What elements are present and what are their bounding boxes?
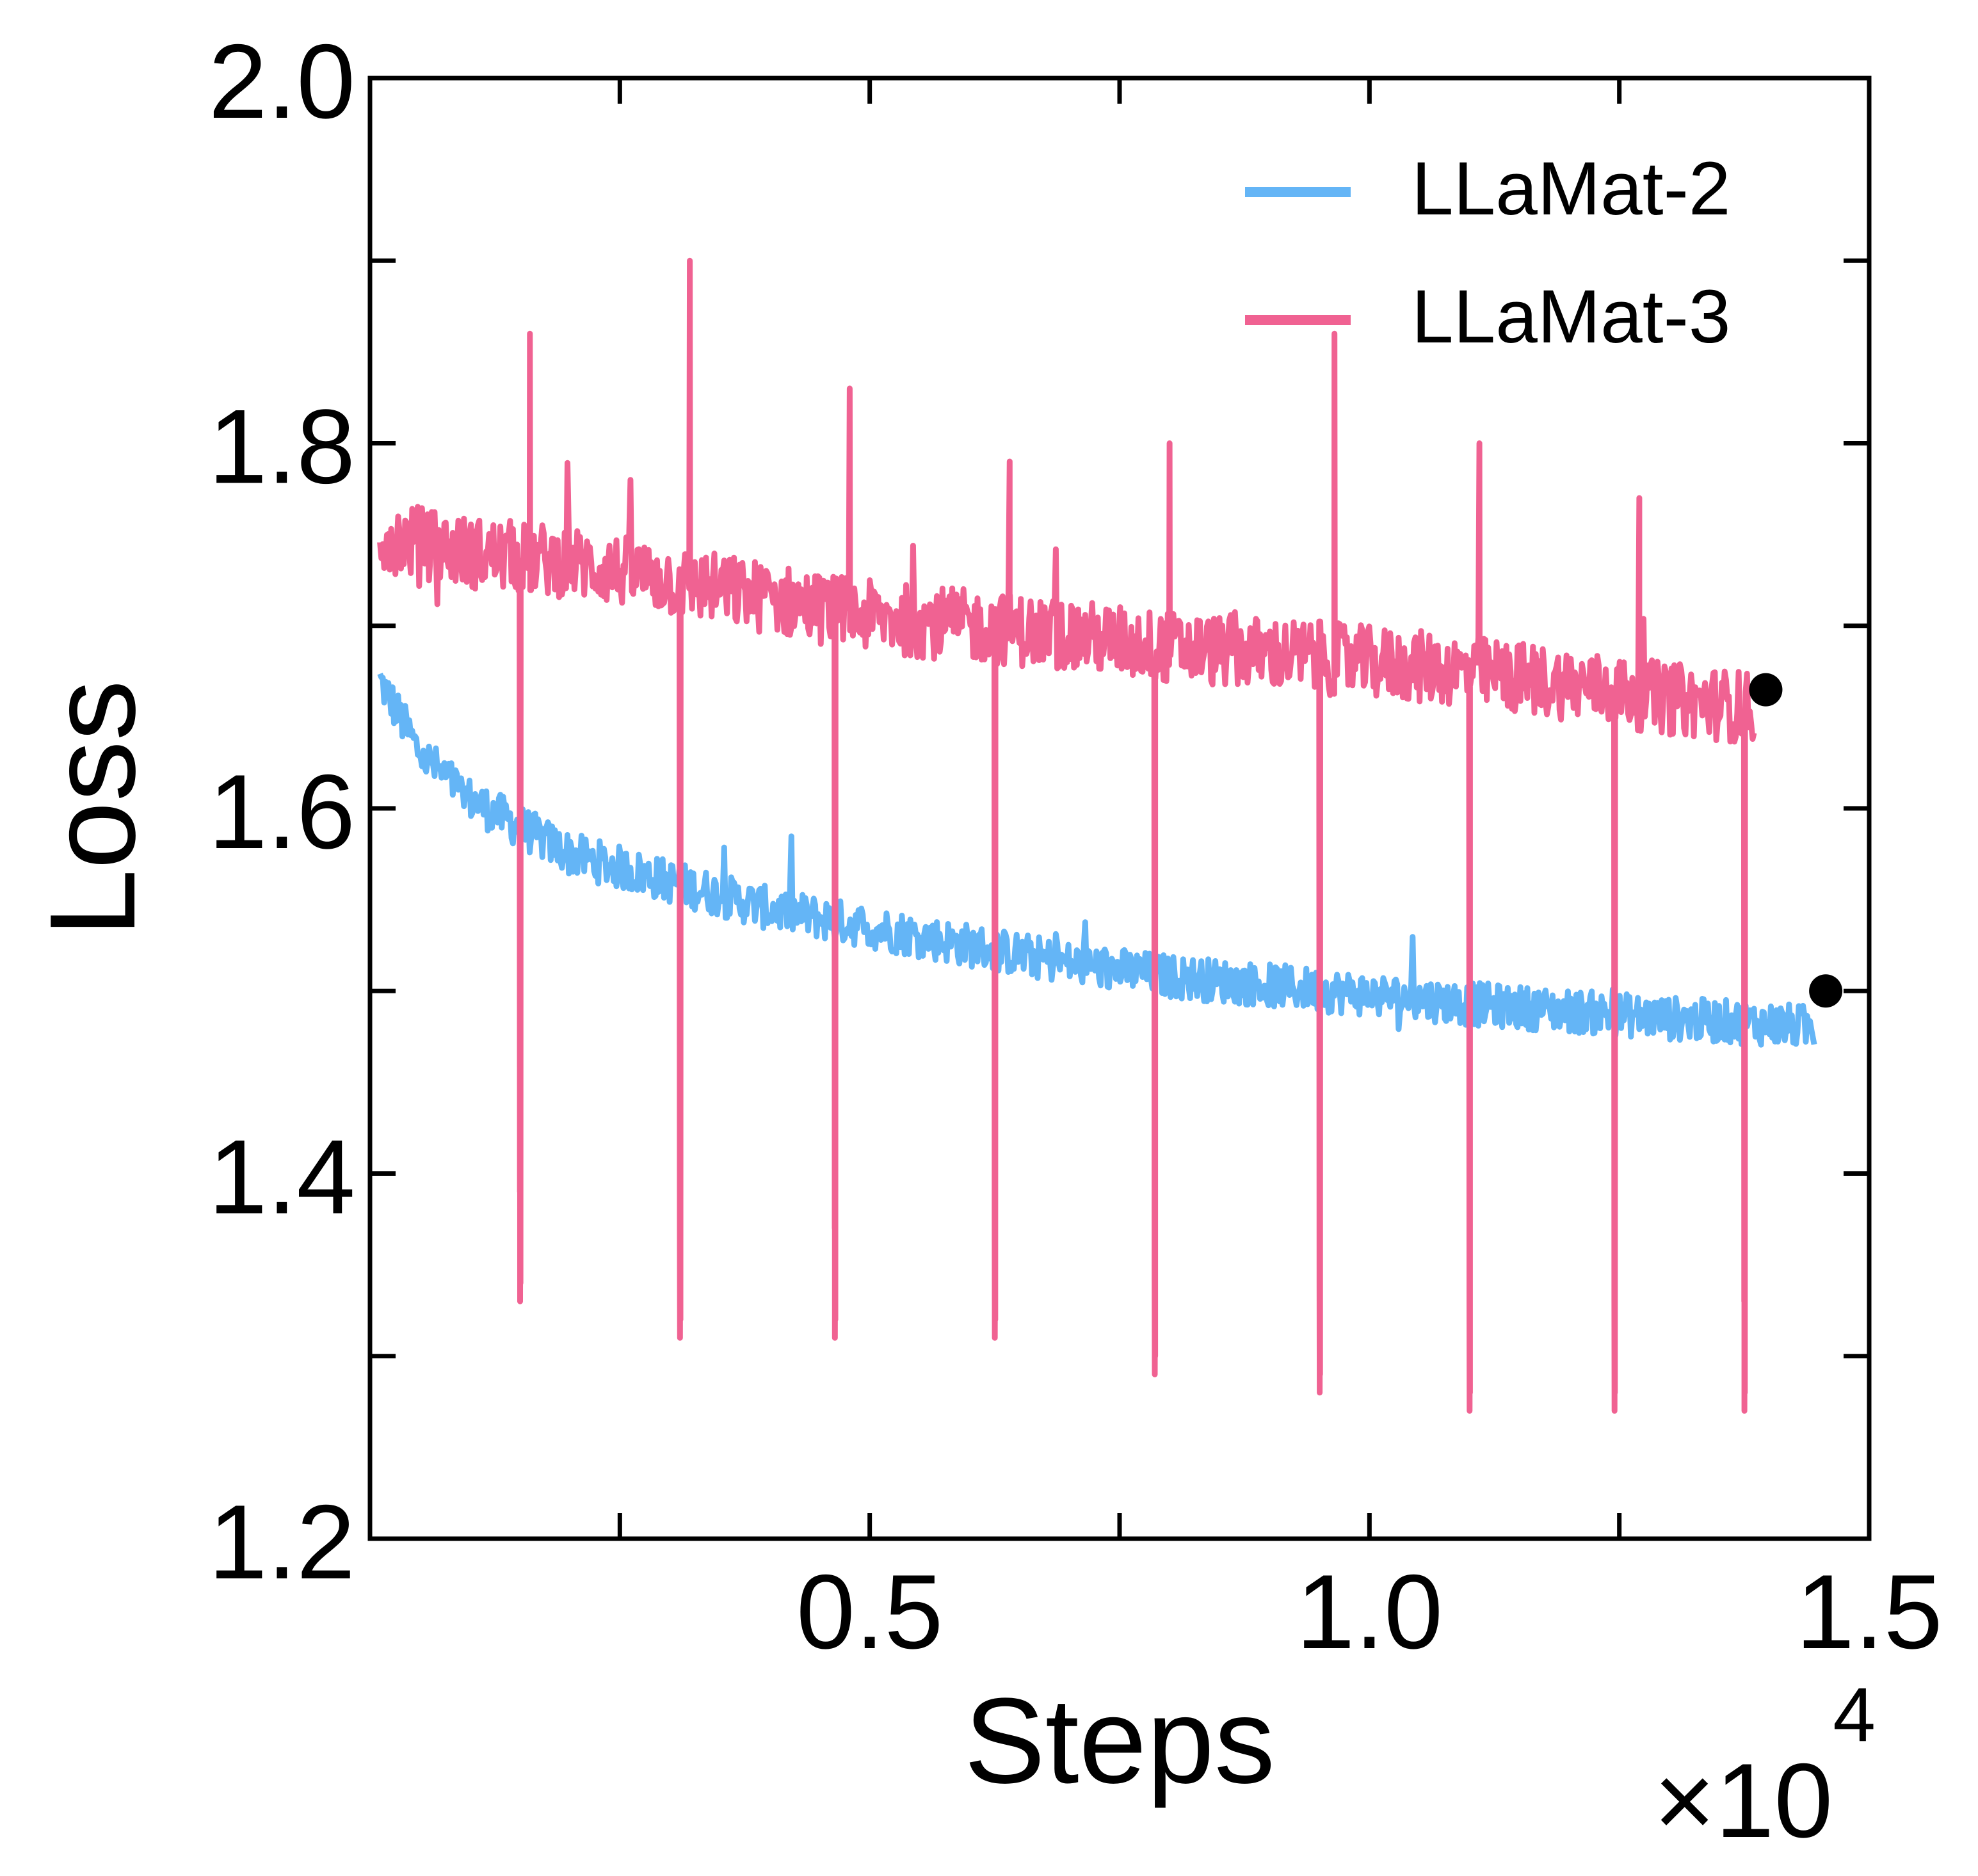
y-tick-label: 1.8: [209, 388, 355, 506]
tick-layer: 0.5 1.0 1.5 1.2 1.4 1.6 1.8 2.0: [209, 22, 1943, 1671]
x-multiplier-label: ×104: [1653, 1672, 1876, 1859]
legend-label-llamat-3: LLaMat-3: [1411, 275, 1731, 359]
x-axis-title: Steps: [964, 1673, 1275, 1809]
y-tick-label: 1.6: [209, 753, 355, 870]
x-tick-label: 0.5: [796, 1553, 943, 1671]
legend: LLaMat-2 LLaMat-3: [1245, 147, 1731, 359]
y-axis-title: Loss: [25, 680, 161, 936]
series-line-llamat-2: [377, 673, 1817, 1048]
x-multiplier-base: ×10: [1653, 1742, 1833, 1859]
end-marker-llamat-3: [1749, 673, 1783, 707]
x-tick-label: 1.0: [1296, 1553, 1443, 1671]
legend-label-llamat-2: LLaMat-2: [1411, 147, 1731, 231]
y-tick-label: 1.4: [209, 1118, 355, 1236]
x-tick-label: 1.5: [1796, 1553, 1942, 1671]
series-line-llamat-3: [377, 257, 1757, 1414]
end-marker-llamat-2: [1809, 974, 1843, 1008]
series-layer: [377, 257, 1843, 1414]
y-tick-label: 1.2: [209, 1483, 355, 1601]
y-tick-label: 2.0: [209, 22, 355, 140]
x-multiplier-exponent: 4: [1833, 1672, 1876, 1758]
